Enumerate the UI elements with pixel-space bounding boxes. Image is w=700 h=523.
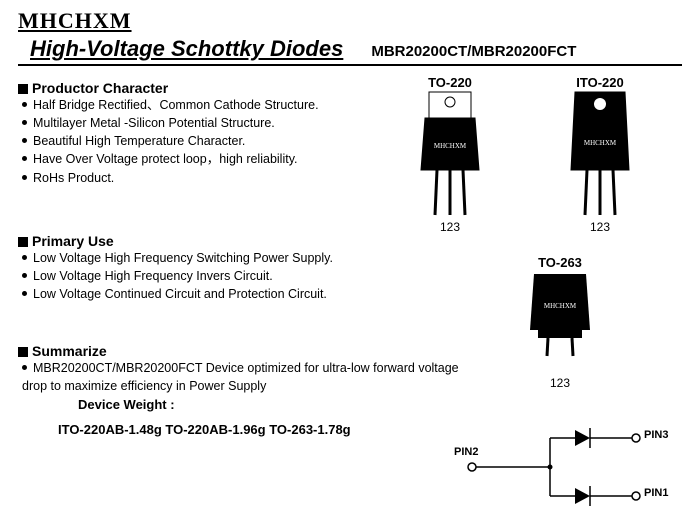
svg-text:MHCHXM: MHCHXM xyxy=(434,142,467,150)
section-primary-heading-text: Primary Use xyxy=(32,233,114,249)
part-numbers: MBR20200CT/MBR20200FCT xyxy=(371,43,576,60)
package-label: TO-220 xyxy=(395,75,505,90)
to263-icon: MHCHXM xyxy=(520,270,600,360)
brand-logo: MHCHXM xyxy=(18,8,682,34)
package-pins: 123 xyxy=(395,220,505,234)
package-label: ITO-220 xyxy=(545,75,655,90)
svg-text:MHCHXM: MHCHXM xyxy=(584,139,617,147)
pin2-label: PIN2 xyxy=(454,446,478,458)
section-primary-heading: Primary Use xyxy=(18,233,682,249)
title-row: High-Voltage Schottky Diodes MBR20200CT/… xyxy=(18,36,682,66)
package-pins: 123 xyxy=(505,376,615,390)
pin1-label: PIN1 xyxy=(644,487,668,499)
pinout-schematic: PIN2 PIN3 PIN1 xyxy=(460,420,680,520)
package-to220: TO-220 MHCHXM 123 xyxy=(395,75,505,234)
page-title: High-Voltage Schottky Diodes xyxy=(30,36,343,62)
package-ito220: ITO-220 MHCHXM 123 xyxy=(545,75,655,234)
ito220-icon: MHCHXM xyxy=(555,90,645,220)
package-label: TO-263 xyxy=(505,255,615,270)
to220-icon: MHCHXM xyxy=(405,90,495,220)
svg-text:MHCHXM: MHCHXM xyxy=(544,302,577,310)
list-item: MBR20200CT/MBR20200FCT Device optimized … xyxy=(22,359,472,395)
section-product-heading-text: Productor Character xyxy=(32,80,168,96)
pin3-label: PIN3 xyxy=(644,429,668,441)
device-weight-label: Device Weight : xyxy=(78,397,682,412)
summary-list: MBR20200CT/MBR20200FCT Device optimized … xyxy=(22,359,472,395)
package-pins: 123 xyxy=(545,220,655,234)
section-summary-heading-text: Summarize xyxy=(32,343,107,359)
package-to263: TO-263 MHCHXM 123 xyxy=(505,255,615,390)
